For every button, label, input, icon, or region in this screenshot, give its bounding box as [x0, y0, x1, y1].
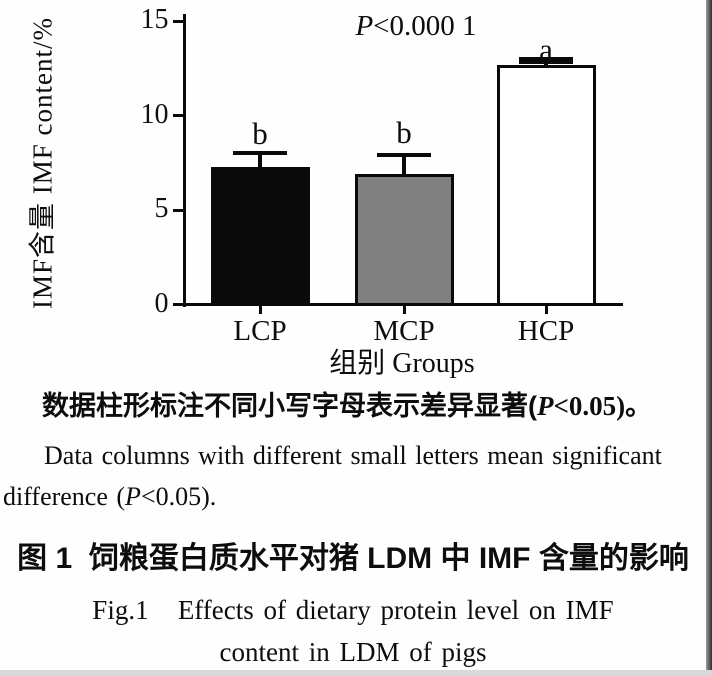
- figure-caption-cn: 图 1 饲粮蛋白质水平对猪 LDM 中 IMF 含量的影响: [17, 542, 689, 575]
- figure-caption-en-line2: content in LDM of pigs: [219, 637, 487, 667]
- y-tick-10: [172, 114, 183, 118]
- figure-caption-en-line1: Fig.1 Effects of dietary protein level o…: [92, 595, 614, 625]
- bar-lcp: [210, 166, 310, 306]
- y-tick-5: [172, 208, 183, 212]
- error-bar-cap-hcp: [519, 56, 573, 64]
- bar-mcp: [354, 174, 454, 306]
- sig-letter-lcp: b: [252, 115, 268, 151]
- x-tick-mcp: [402, 306, 406, 314]
- sig-letter-hcp: a: [539, 32, 553, 68]
- note-significance-en-line1: Data columns with different small letter…: [44, 441, 662, 470]
- x-tick-hcp: [544, 306, 548, 314]
- y-tick-label-0: 0: [154, 287, 169, 319]
- x-category-label-mcp: MCP: [373, 315, 435, 347]
- note-en2-p-symbol: P: [125, 482, 141, 511]
- y-tick-label-10: 10: [140, 98, 169, 130]
- x-tick-lcp: [258, 306, 262, 314]
- x-axis-title: 组别 Groups: [329, 348, 475, 379]
- y-tick-label-15: 15: [140, 4, 169, 36]
- y-tick-15: [172, 19, 183, 23]
- note-cn-p-value: <0.05)。: [553, 391, 653, 421]
- x-category-label-hcp: HCP: [517, 315, 575, 347]
- note-significance-cn: 数据柱形标注不同小写字母表示差异显著(P<0.05)。: [42, 389, 710, 423]
- note-significance-en-line2: difference (P<0.05).: [3, 481, 703, 513]
- p-value-text: <0.000 1: [373, 10, 477, 42]
- y-tick-label-5: 5: [154, 193, 169, 225]
- note-en2-text: difference (: [3, 482, 126, 511]
- p-value-annotation: P<0.000 1: [306, 10, 526, 43]
- imf-bar-chart: IMF含量 IMF content/% 组别 Groups P<0.000 1 …: [27, 4, 623, 379]
- p-value-symbol: P: [355, 10, 374, 42]
- error-bar-cap-lcp: [233, 150, 287, 155]
- scan-edge-bottom: [0, 670, 712, 676]
- error-bar-stem-mcp: [402, 155, 406, 175]
- note-en2-p-value: <0.05).: [140, 482, 217, 511]
- scan-edge-right: [706, 0, 712, 676]
- note-cn-p-symbol: P: [537, 391, 554, 421]
- x-category-label-lcp: LCP: [233, 315, 287, 347]
- error-bar-stem-lcp: [258, 152, 262, 167]
- error-bar-cap-mcp: [377, 153, 431, 158]
- bar-hcp: [496, 64, 596, 306]
- sig-letter-mcp: b: [396, 115, 412, 151]
- y-axis-line: [183, 14, 186, 307]
- y-tick-0: [172, 303, 183, 306]
- y-axis-title: IMF含量 IMF content/%: [27, 17, 58, 309]
- note-cn-text: 数据柱形标注不同小写字母表示差异显著(: [42, 391, 537, 421]
